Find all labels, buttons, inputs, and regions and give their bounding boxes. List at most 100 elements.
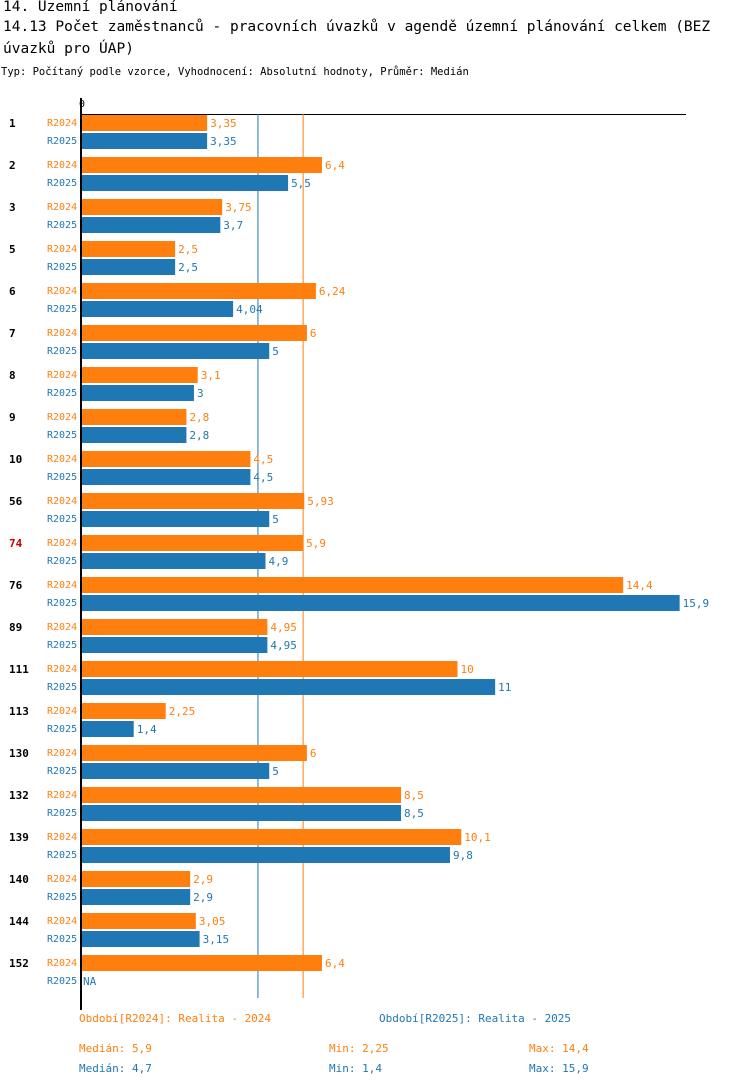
series-label-r2024: R2024 (47, 244, 77, 255)
category-label: 130 (9, 747, 29, 760)
bar-r2024 (81, 325, 307, 341)
bar-r2024 (81, 577, 624, 593)
series-label-r2025: R2025 (47, 598, 77, 609)
bar-r2024 (81, 703, 166, 719)
series-label-r2024: R2024 (47, 832, 77, 843)
series-label-r2025: R2025 (47, 262, 77, 273)
bar-r2024 (81, 367, 198, 383)
indicator-title-line2: úvazků pro ÚAP) (3, 41, 134, 57)
category-label: 56 (9, 495, 23, 508)
category-label: 152 (9, 957, 29, 970)
bar-r2024 (81, 493, 305, 509)
data-label-r2024: 4,95 (270, 621, 297, 634)
data-label-r2024: 10,1 (464, 831, 491, 844)
series-label-r2025: R2025 (47, 724, 77, 735)
bar-r2025 (81, 133, 208, 149)
series-label-r2025: R2025 (47, 892, 77, 903)
data-label-r2024: 3,1 (201, 369, 221, 382)
bar-r2024 (81, 661, 458, 677)
data-label-r2025: 4,95 (270, 639, 297, 652)
series-label-r2024: R2024 (47, 874, 77, 885)
data-label-r2024: 14,4 (626, 579, 653, 592)
data-label-r2025: 2,5 (178, 261, 198, 274)
stat-r2024-min: Min: 2,25 (329, 1042, 389, 1055)
bar-r2025 (81, 511, 270, 527)
legend-r2025: Období[R2025]: Realita - 2025 (379, 1012, 572, 1025)
bar-r2025 (81, 595, 680, 611)
category-label: 2 (9, 159, 16, 172)
series-label-r2025: R2025 (47, 556, 77, 567)
data-label-r2025: 3,7 (223, 219, 243, 232)
series-label-r2024: R2024 (47, 916, 77, 927)
data-label-r2025: 4,5 (253, 471, 273, 484)
bar-r2025 (81, 343, 270, 359)
series-label-r2025: R2025 (47, 430, 77, 441)
data-label-r2024: 6,24 (319, 285, 346, 298)
data-label-r2024: 2,25 (169, 705, 196, 718)
series-label-r2024: R2024 (47, 370, 77, 381)
data-label-r2025: 5 (272, 513, 279, 526)
category-label: 89 (9, 621, 22, 634)
series-label-r2025: R2025 (47, 682, 77, 693)
series-label-r2025: R2025 (47, 388, 77, 399)
bar-r2025 (81, 763, 270, 779)
bar-r2024 (81, 115, 208, 131)
series-label-r2024: R2024 (47, 496, 77, 507)
bar-r2025 (81, 553, 266, 569)
series-label-r2025: R2025 (47, 304, 77, 315)
series-label-r2025: R2025 (47, 766, 77, 777)
indicator-title-line1: 14.13 Počet zaměstnanců - pracovních úva… (3, 19, 711, 35)
series-label-r2025: R2025 (47, 136, 77, 147)
data-label-r2025: 5 (272, 765, 279, 778)
data-label-r2025: 5,5 (291, 177, 311, 190)
series-label-r2024: R2024 (47, 664, 77, 675)
category-label: 74 (9, 537, 23, 550)
category-label: 139 (9, 831, 29, 844)
data-label-r2024: 8,5 (404, 789, 424, 802)
data-label-r2024: 5,9 (306, 537, 326, 550)
series-label-r2024: R2024 (47, 160, 77, 171)
data-label-r2025: 4,04 (236, 303, 263, 316)
bar-r2025 (81, 679, 496, 695)
bar-r2024 (81, 829, 462, 845)
bar-r2024 (81, 451, 251, 467)
category-label: 113 (9, 705, 29, 718)
data-label-r2025: 4,9 (268, 555, 288, 568)
data-label-r2025: 1,4 (137, 723, 157, 736)
bar-r2024 (81, 787, 402, 803)
bar-r2024 (81, 241, 176, 257)
data-label-r2025: 2,9 (193, 891, 213, 904)
bar-r2025 (81, 469, 251, 485)
bar-r2025 (81, 847, 450, 863)
bar-r2025 (81, 217, 221, 233)
section-title: 14. Územní plánování (3, 0, 178, 15)
category-label: 7 (9, 327, 16, 340)
series-label-r2025: R2025 (47, 976, 77, 987)
category-label: 144 (9, 915, 29, 928)
bar-r2024 (81, 745, 307, 761)
bar-r2024 (81, 913, 196, 929)
data-label-r2024: 6,4 (325, 159, 345, 172)
stat-r2024-max: Max: 14,4 (529, 1042, 589, 1055)
data-label-r2024: 2,8 (189, 411, 209, 424)
category-label: 9 (9, 411, 16, 424)
category-label: 6 (9, 285, 16, 298)
bar-r2025 (81, 175, 289, 191)
data-label-r2024: 2,5 (178, 243, 198, 256)
series-label-r2025: R2025 (47, 514, 77, 525)
data-label-r2025: 3,15 (203, 933, 230, 946)
legend-r2024: Období[R2024]: Realita - 2024 (79, 1012, 272, 1025)
data-label-r2024: 4,5 (253, 453, 273, 466)
series-label-r2024: R2024 (47, 412, 77, 423)
stat-r2025-min: Min: 1,4 (329, 1062, 382, 1075)
series-label-r2025: R2025 (47, 934, 77, 945)
series-label-r2024: R2024 (47, 538, 77, 549)
bar-r2024 (81, 535, 304, 551)
bar-r2024 (81, 157, 322, 173)
bar-r2024 (81, 409, 187, 425)
category-label: 3 (9, 201, 16, 214)
series-label-r2025: R2025 (47, 220, 77, 231)
data-label-r2024: 10 (461, 663, 474, 676)
data-label-r2024: 6,4 (325, 957, 345, 970)
